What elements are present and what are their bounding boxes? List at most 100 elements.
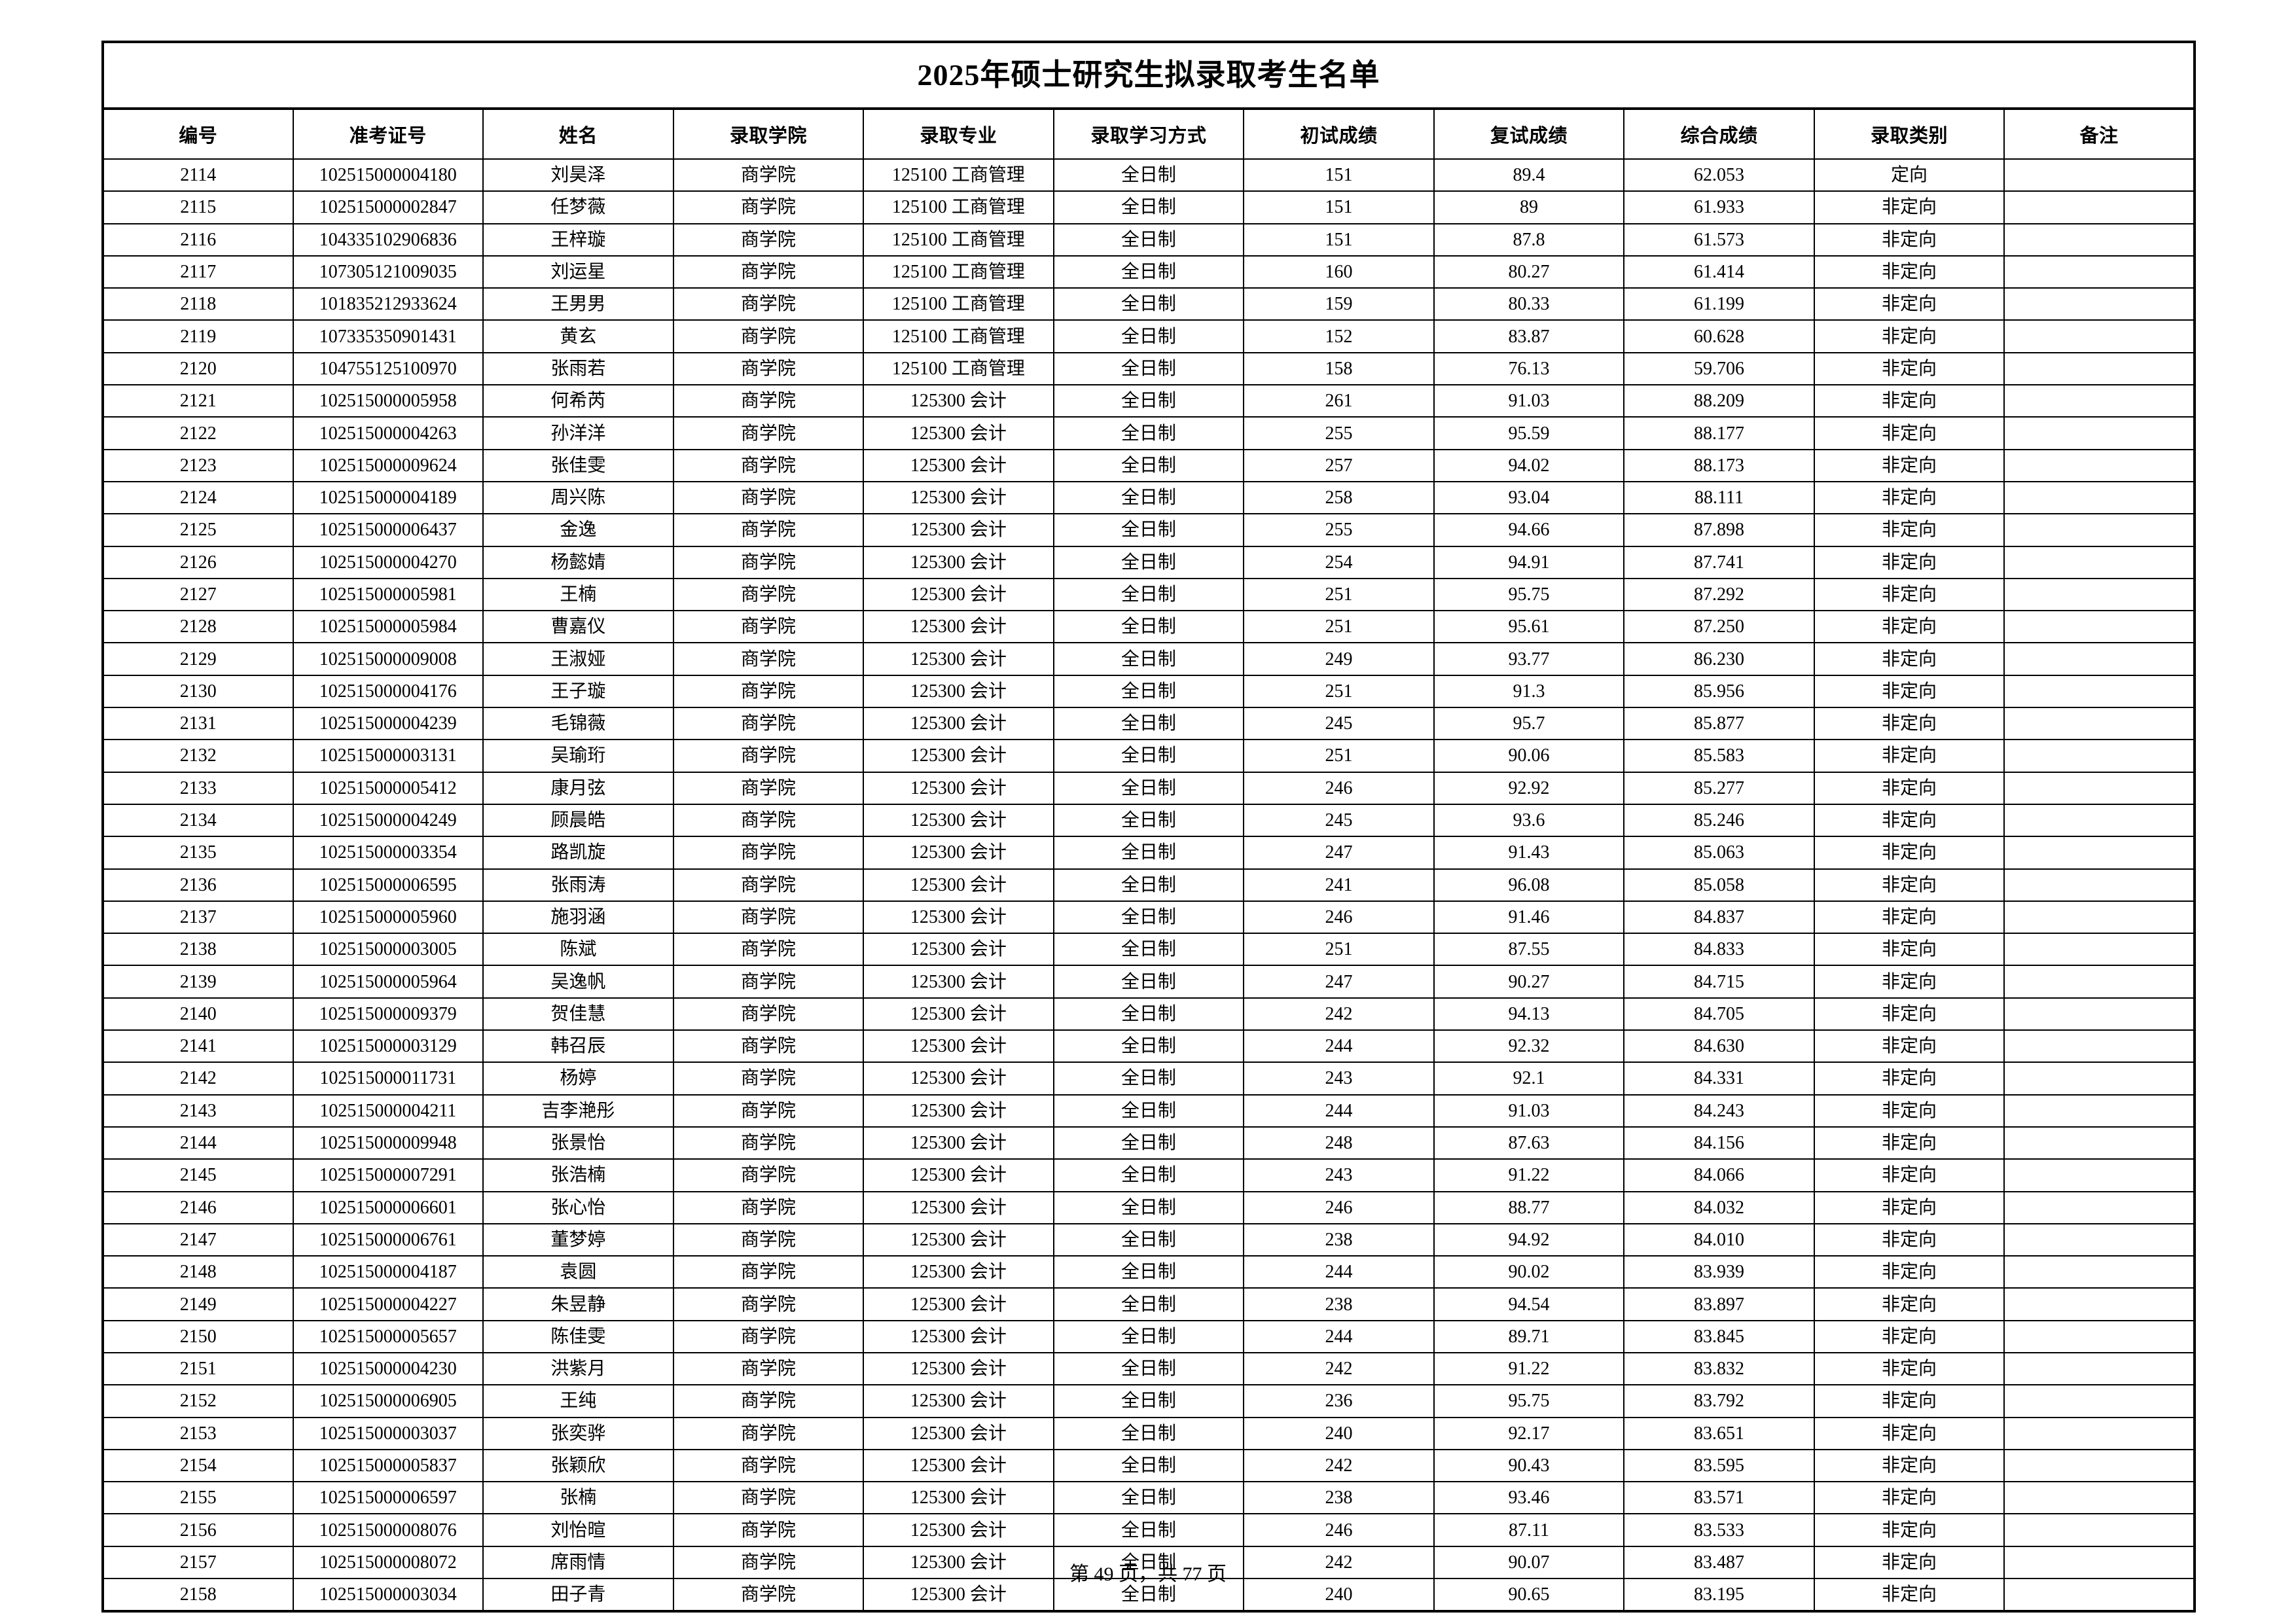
cell-id: 2140	[102, 997, 294, 1031]
cell-remark	[2003, 158, 2195, 192]
cell-id: 2125	[102, 513, 294, 547]
cell-id: 2133	[102, 771, 294, 805]
cell-first: 244	[1243, 1319, 1435, 1353]
table-row: 2157 102515000008072 席雨情 商学院 125300 会计 全日制 242…	[102, 1545, 2195, 1580]
cell-mode: 全日制	[1052, 868, 1245, 902]
cell-first: 244	[1243, 1029, 1435, 1063]
cell-second: 95.7	[1433, 707, 1625, 741]
cell-id: 2147	[102, 1222, 294, 1257]
table-row: 2128 102515000005984 曹嘉仪 商学院 125300 会计 全日制 251…	[102, 610, 2195, 644]
cell-name: 施羽涵	[482, 900, 674, 935]
cell-name: 金逸	[482, 513, 674, 547]
cell-college: 商学院	[672, 1255, 865, 1289]
cell-college: 商学院	[672, 1384, 865, 1418]
cell-second: 94.92	[1433, 1222, 1625, 1257]
cell-name: 曹嘉仪	[482, 610, 674, 644]
cell-total: 84.705	[1623, 997, 1815, 1031]
cell-mode: 全日制	[1052, 1384, 1245, 1418]
cell-major: 125300 会计	[863, 997, 1054, 1031]
cell-major: 125300 会计	[863, 1384, 1054, 1418]
cell-second: 91.43	[1433, 836, 1625, 870]
cell-type: 非定向	[1813, 1094, 2005, 1128]
cell-second: 92.32	[1433, 1029, 1625, 1063]
cell-remark	[2003, 1061, 2195, 1096]
title-row: 2025年硕士研究生拟录取考生名单	[101, 41, 2196, 110]
table-row: 2143 102515000004211 吉李滟彤 商学院 125300 会计 全日制 24…	[102, 1094, 2195, 1128]
cell-mode: 全日制	[1052, 1578, 1245, 1613]
cell-first: 238	[1243, 1287, 1435, 1321]
cell-ticket: 102515000004189	[292, 480, 484, 515]
cell-ticket: 102515000009624	[292, 448, 484, 482]
cell-major: 125300 会计	[863, 577, 1054, 612]
cell-total: 87.292	[1623, 577, 1815, 612]
cell-major: 125300 会计	[863, 1190, 1054, 1224]
cell-ticket: 102515000009948	[292, 1126, 484, 1160]
cell-name: 王纯	[482, 1384, 674, 1418]
cell-type: 非定向	[1813, 1578, 2005, 1613]
cell-type: 非定向	[1813, 190, 2005, 224]
table-row: 2146 102515000006601 张心怡 商学院 125300 会计 全日制 246…	[102, 1190, 2195, 1224]
cell-type: 非定向	[1813, 1061, 2005, 1096]
cell-second: 90.43	[1433, 1448, 1625, 1483]
cell-mode: 全日制	[1052, 965, 1245, 999]
cell-total: 83.595	[1623, 1448, 1815, 1483]
cell-remark	[2003, 190, 2195, 224]
cell-type: 非定向	[1813, 545, 2005, 579]
cell-mode: 全日制	[1052, 997, 1245, 1031]
cell-type: 非定向	[1813, 933, 2005, 967]
cell-first: 238	[1243, 1222, 1435, 1257]
cell-college: 商学院	[672, 480, 865, 515]
cell-name: 张浩楠	[482, 1158, 674, 1192]
cell-first: 251	[1243, 739, 1435, 773]
cell-id: 2154	[102, 1448, 294, 1483]
cell-id: 2122	[102, 416, 294, 450]
cell-ticket: 102515000006905	[292, 1384, 484, 1418]
cell-type: 非定向	[1813, 707, 2005, 741]
cell-second: 90.27	[1433, 965, 1625, 999]
cell-name: 吴瑜珩	[482, 739, 674, 773]
cell-mode: 全日制	[1052, 287, 1245, 321]
cell-major: 125300 会计	[863, 1029, 1054, 1063]
admission-list-sheet: 2025年硕士研究生拟录取考生名单 编号 准考证号 姓名 录取学院 录取专业 录…	[101, 41, 2196, 1613]
cell-remark	[2003, 1126, 2195, 1160]
cell-id: 2146	[102, 1190, 294, 1224]
cell-first: 246	[1243, 900, 1435, 935]
cell-second: 83.87	[1433, 319, 1625, 353]
cell-ticket: 102515000005984	[292, 610, 484, 644]
cell-major: 125100 工商管理	[863, 319, 1054, 353]
cell-id: 2136	[102, 868, 294, 902]
cell-first: 244	[1243, 1094, 1435, 1128]
cell-first: 241	[1243, 868, 1435, 902]
table-row: 2152 102515000006905 王纯 商学院 125300 会计 全日制 236 9…	[102, 1384, 2195, 1418]
cell-major: 125300 会计	[863, 1351, 1054, 1386]
cell-mode: 全日制	[1052, 190, 1245, 224]
admission-table: 2025年硕士研究生拟录取考生名单 编号 准考证号 姓名 录取学院 录取专业 录…	[101, 41, 2196, 1613]
cell-type: 非定向	[1813, 416, 2005, 450]
cell-second: 91.03	[1433, 384, 1625, 418]
cell-mode: 全日制	[1052, 1448, 1245, 1483]
cell-remark	[2003, 319, 2195, 353]
cell-id: 2121	[102, 384, 294, 418]
table-row: 2140 102515000009379 贺佳慧 商学院 125300 会计 全日制 242…	[102, 997, 2195, 1031]
cell-college: 商学院	[672, 1190, 865, 1224]
cell-ticket: 102515000004227	[292, 1287, 484, 1321]
cell-ticket: 102515000004263	[292, 416, 484, 450]
cell-type: 非定向	[1813, 1126, 2005, 1160]
cell-college: 商学院	[672, 190, 865, 224]
cell-major: 125100 工商管理	[863, 158, 1054, 192]
cell-id: 2156	[102, 1513, 294, 1547]
cell-total: 60.628	[1623, 319, 1815, 353]
cell-total: 85.277	[1623, 771, 1815, 805]
cell-remark	[2003, 1029, 2195, 1063]
cell-second: 76.13	[1433, 351, 1625, 386]
cell-id: 2124	[102, 480, 294, 515]
cell-name: 路凯旋	[482, 836, 674, 870]
cell-name: 韩召辰	[482, 1029, 674, 1063]
cell-type: 非定向	[1813, 1319, 2005, 1353]
cell-type: 非定向	[1813, 868, 2005, 902]
cell-mode: 全日制	[1052, 416, 1245, 450]
cell-college: 商学院	[672, 1513, 865, 1547]
cell-total: 84.243	[1623, 1094, 1815, 1128]
cell-second: 91.3	[1433, 674, 1625, 709]
cell-second: 90.07	[1433, 1545, 1625, 1580]
